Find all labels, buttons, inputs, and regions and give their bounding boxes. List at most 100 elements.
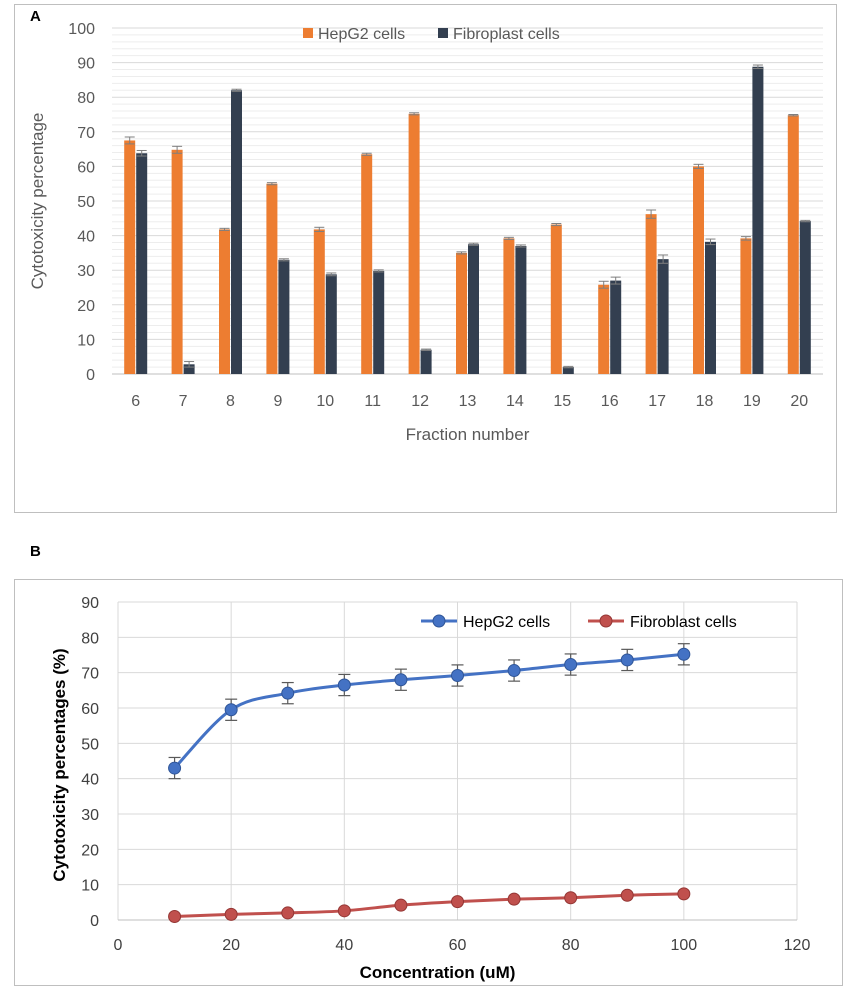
fibroplast-bar — [420, 349, 432, 374]
fibroblast-series-line — [174, 892, 684, 918]
fibroplast-bar — [231, 90, 242, 374]
legend-swatch-hepg2 — [303, 28, 313, 38]
fibroplast-bar — [705, 241, 716, 374]
hepg2-series-line — [173, 652, 684, 770]
fibroblast-data-point — [620, 888, 634, 902]
hepg2-bar — [740, 238, 752, 374]
fibroblast-data-point — [564, 891, 578, 905]
x-tick-label: 19 — [743, 393, 761, 410]
hepg2-data-point — [337, 678, 351, 692]
fibroblast-data-point — [677, 887, 691, 901]
x-tick-label: 80 — [562, 937, 580, 954]
fibroplast-bar — [468, 244, 479, 374]
x-axis-title: Fraction number — [406, 425, 530, 444]
hepg2-bar — [693, 166, 704, 374]
panel-b-frame — [14, 579, 843, 986]
fibroplast-bar — [278, 259, 290, 374]
y-tick-label: 90 — [77, 56, 95, 73]
fibroplast-bar — [657, 259, 669, 374]
legend-fibroblast-label: Fibroblast cells — [630, 614, 737, 631]
y-tick-label: 10 — [81, 878, 99, 895]
legend-hepg2-marker — [432, 614, 446, 628]
x-tick-label: 18 — [696, 393, 714, 410]
legend-label-hepg2: HepG2 cells — [318, 26, 405, 43]
x-tick-label: 20 — [222, 937, 240, 954]
hepg2-bar — [361, 154, 373, 374]
x-tick-label: 12 — [411, 393, 429, 410]
y-tick-label: 70 — [81, 666, 99, 683]
y-axis-title: Cytotoxicity percentage — [28, 113, 47, 290]
x-tick-label: 100 — [670, 937, 697, 954]
y-tick-label: 30 — [77, 263, 95, 280]
hepg2-data-point — [281, 686, 295, 700]
y-tick-label: 50 — [81, 736, 99, 753]
x-tick-label: 0 — [114, 937, 123, 954]
bar-chart-fraction-cytotoxicity: 0 10 20 30 40 50 60 70 80 90 100 6 7 8 9 10 11 12 13 14 15 16… — [28, 21, 823, 444]
hepg2-data-point — [677, 647, 691, 661]
hepg2-bar — [408, 113, 420, 375]
hepg2-bar — [124, 140, 136, 374]
fibroblast-data-point — [224, 907, 238, 921]
x-tick-label: 15 — [553, 393, 571, 410]
hepg2-data-point — [564, 658, 578, 672]
y-tick-label: 20 — [81, 842, 99, 859]
y-tick-label: 40 — [81, 772, 99, 789]
hepg2-bar — [550, 224, 562, 374]
y-tick-label: 80 — [77, 90, 95, 107]
y-tick-label: 60 — [77, 159, 95, 176]
x-tick-label: 9 — [273, 393, 282, 410]
x-tick-label: 11 — [364, 393, 381, 410]
x-tick-label: 6 — [131, 393, 140, 410]
panel-a-label: A — [30, 8, 41, 25]
hepg2-bar — [503, 238, 515, 374]
fibroblast-data-point — [337, 904, 351, 918]
hepg2-data-point — [620, 653, 634, 667]
fibroplast-bar — [136, 153, 148, 374]
y-axis-title: Cytotoxicity percentages (%) — [50, 648, 69, 881]
fibroplast-bar — [562, 367, 574, 374]
y-tick-label: 60 — [81, 701, 99, 718]
x-tick-label: 20 — [790, 393, 808, 410]
x-tick-label: 14 — [506, 393, 524, 410]
fibroblast-data-point — [281, 906, 295, 920]
legend-fibroblast-marker — [599, 614, 613, 628]
fibroplast-bar — [610, 280, 622, 374]
hepg2-bar — [219, 229, 230, 374]
hepg2-bar — [266, 183, 278, 374]
fibroplast-bar — [515, 245, 527, 374]
y-tick-label: 10 — [77, 332, 95, 349]
fibroplast-bar — [325, 274, 337, 374]
fibroblast-data-point — [507, 892, 521, 906]
x-tick-label: 40 — [335, 937, 353, 954]
hepg2-data-point — [451, 668, 464, 682]
y-tick-label: 90 — [81, 595, 99, 612]
fibroplast-bar — [373, 270, 385, 374]
y-tick-label: 40 — [77, 229, 95, 246]
hepg2-data-point — [507, 664, 521, 678]
x-axis-title: Concentration (uM) — [360, 963, 516, 982]
x-tick-label: 10 — [316, 393, 334, 410]
y-tick-label: 0 — [86, 367, 95, 384]
y-tick-label: 0 — [90, 913, 99, 930]
x-tick-label: 16 — [601, 393, 619, 410]
fibroblast-data-point — [394, 898, 408, 912]
y-tick-label: 80 — [81, 630, 99, 647]
fibroplast-bar — [183, 364, 195, 374]
hepg2-data-point — [224, 703, 238, 717]
x-tick-label: 17 — [648, 393, 666, 410]
hepg2-bar — [645, 214, 657, 374]
hepg2-bar — [598, 284, 610, 374]
legend-label-fibroplast: Fibroplast cells — [453, 26, 560, 43]
x-tick-label: 13 — [459, 393, 477, 410]
fibroplast-bar — [752, 66, 764, 374]
y-tick-label: 100 — [68, 21, 95, 38]
x-tick-label: 60 — [449, 937, 467, 954]
legend-hepg2-label: HepG2 cells — [463, 614, 550, 631]
legend-swatch-fibroplast — [438, 28, 448, 38]
hepg2-data-point — [168, 761, 182, 775]
fibroplast-bar — [799, 221, 811, 374]
x-tick-label: 120 — [784, 937, 811, 954]
fibroblast-data-point — [168, 909, 182, 923]
hepg2-bar — [787, 115, 799, 374]
